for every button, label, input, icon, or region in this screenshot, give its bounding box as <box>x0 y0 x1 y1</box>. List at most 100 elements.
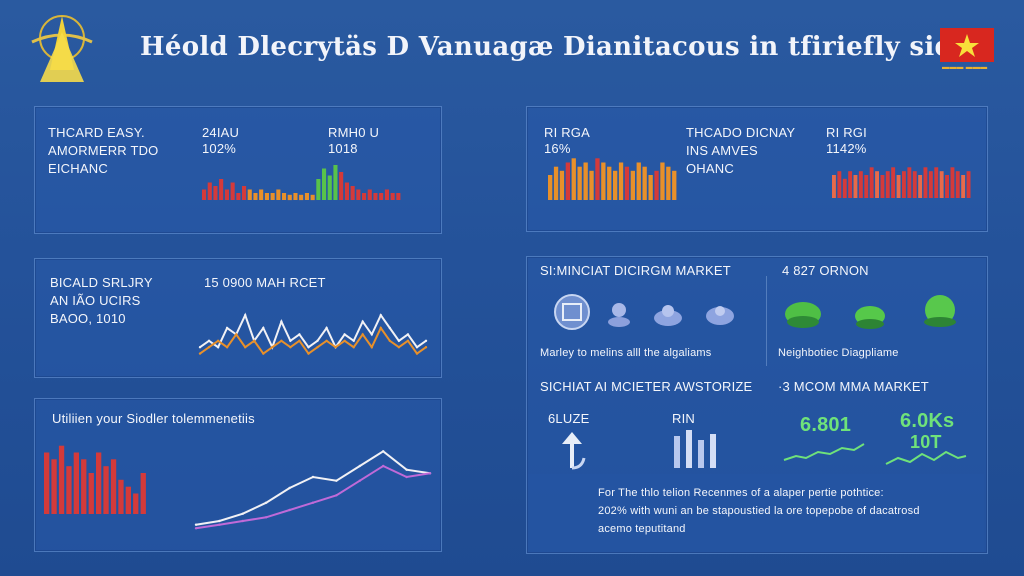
bar-2 <box>58 445 65 514</box>
point-white-2 <box>241 512 244 515</box>
series-line-orange <box>199 326 427 355</box>
point-white-5 <box>244 314 247 317</box>
point-orange-13 <box>316 346 319 349</box>
globe-icon <box>924 295 956 327</box>
point-orange-18 <box>361 333 364 336</box>
bar-19 <box>310 194 315 201</box>
bar-26 <box>350 186 355 200</box>
point-white-16 <box>343 333 346 336</box>
p2-col1-label: RI RGA <box>544 125 590 140</box>
bar-13 <box>140 473 146 514</box>
bar-9 <box>110 459 117 514</box>
point-white-19 <box>370 333 373 336</box>
bar-16 <box>918 175 923 198</box>
point-orange-14 <box>325 339 328 342</box>
point-purple-6 <box>335 494 338 497</box>
p3-heading-3: BAOO, 1010 <box>50 311 126 326</box>
bar-16 <box>642 166 647 200</box>
series-line-white <box>195 450 431 526</box>
bar-33 <box>390 193 395 200</box>
series-line-purple <box>195 464 431 530</box>
p2-heading-3: OHANC <box>686 161 734 176</box>
bar-21 <box>322 168 327 200</box>
p4-right-heading: 4 827 ORNON <box>782 263 869 278</box>
chart-bars-p2-right <box>832 167 971 198</box>
point-orange-1 <box>207 346 211 349</box>
bar-14 <box>282 193 287 200</box>
bar-9 <box>601 162 606 200</box>
panel-notes <box>528 474 984 552</box>
point-white-2 <box>216 346 220 349</box>
bar-9 <box>880 175 885 198</box>
point-orange-23 <box>406 339 410 342</box>
panel-exchange-left <box>34 106 442 234</box>
bar-13 <box>624 166 630 200</box>
bar-4 <box>224 189 229 200</box>
chart-bars-p5 <box>44 445 146 514</box>
bar-21 <box>945 175 949 198</box>
point-orange-17 <box>352 346 355 349</box>
bar-9 <box>253 193 258 200</box>
point-orange-9 <box>280 339 283 342</box>
point-white-23 <box>406 333 410 336</box>
point-orange-3 <box>225 346 229 349</box>
bar-0 <box>202 189 207 200</box>
point-orange-8 <box>271 346 274 349</box>
p4-heading: SI:MINCIAT DICIRGM MARKET <box>540 263 731 278</box>
page-title: Héold Dlecrytäs D Vanuagæ Dianitacous in… <box>140 32 989 62</box>
bar-0 <box>832 175 836 198</box>
bar-24 <box>339 172 344 200</box>
p2-col2-label: RI RGI <box>826 125 867 140</box>
point-purple-2 <box>241 519 244 523</box>
point-white-0 <box>194 523 198 526</box>
green-trend-line-1 <box>783 443 865 461</box>
chart-bars-p2 <box>548 158 677 200</box>
bar-3 <box>848 171 853 198</box>
p1-col1-label: 24IAU <box>202 125 240 140</box>
point-orange-19 <box>370 346 373 349</box>
group-icon <box>654 305 682 326</box>
p1-heading-1: THCARD EASY. <box>48 125 145 140</box>
point-orange-6 <box>253 339 256 342</box>
bar-12 <box>133 493 139 514</box>
point-white-9 <box>280 320 283 323</box>
point-purple-7 <box>358 479 361 482</box>
bar-17 <box>648 175 653 200</box>
bar-10 <box>885 171 890 198</box>
point-white-17 <box>352 339 355 342</box>
bar-15 <box>287 194 292 201</box>
bar-8 <box>595 158 600 200</box>
point-orange-5 <box>244 346 247 349</box>
bar-7 <box>96 452 102 514</box>
point-white-10 <box>289 339 292 342</box>
bar-4 <box>853 175 858 198</box>
point-white-11 <box>298 333 301 336</box>
point-white-22 <box>397 339 401 342</box>
panel-market-trend <box>34 258 442 378</box>
p4-metric-2: RIN <box>672 411 695 426</box>
chart-bars-p1 <box>202 165 401 201</box>
series-line-white <box>199 312 427 350</box>
bar-8 <box>247 189 252 200</box>
bar-14 <box>907 167 912 198</box>
point-white-5 <box>311 475 315 479</box>
bar-30 <box>373 193 378 200</box>
bar-2 <box>559 170 565 200</box>
bar-4 <box>73 452 79 514</box>
bar-23 <box>333 165 338 200</box>
bar-14 <box>630 170 635 200</box>
point-orange-25 <box>424 346 428 349</box>
point-white-6 <box>335 479 338 482</box>
point-white-7 <box>358 464 361 468</box>
p5-heading: Utiliien your Siodler tolemmenetiis <box>52 411 255 426</box>
bar-8 <box>103 466 109 514</box>
chat-icon <box>706 306 734 325</box>
bar-0 <box>548 175 553 200</box>
p6-line-3: acemo teputitand <box>598 523 686 535</box>
point-orange-15 <box>334 346 337 349</box>
bar-16 <box>293 193 298 200</box>
p4-sub-heading: SICHIAT AI MCIETER AWSTORIZE <box>540 379 753 394</box>
point-orange-10 <box>289 346 292 349</box>
bar-19 <box>934 167 939 198</box>
point-purple-0 <box>194 527 198 530</box>
